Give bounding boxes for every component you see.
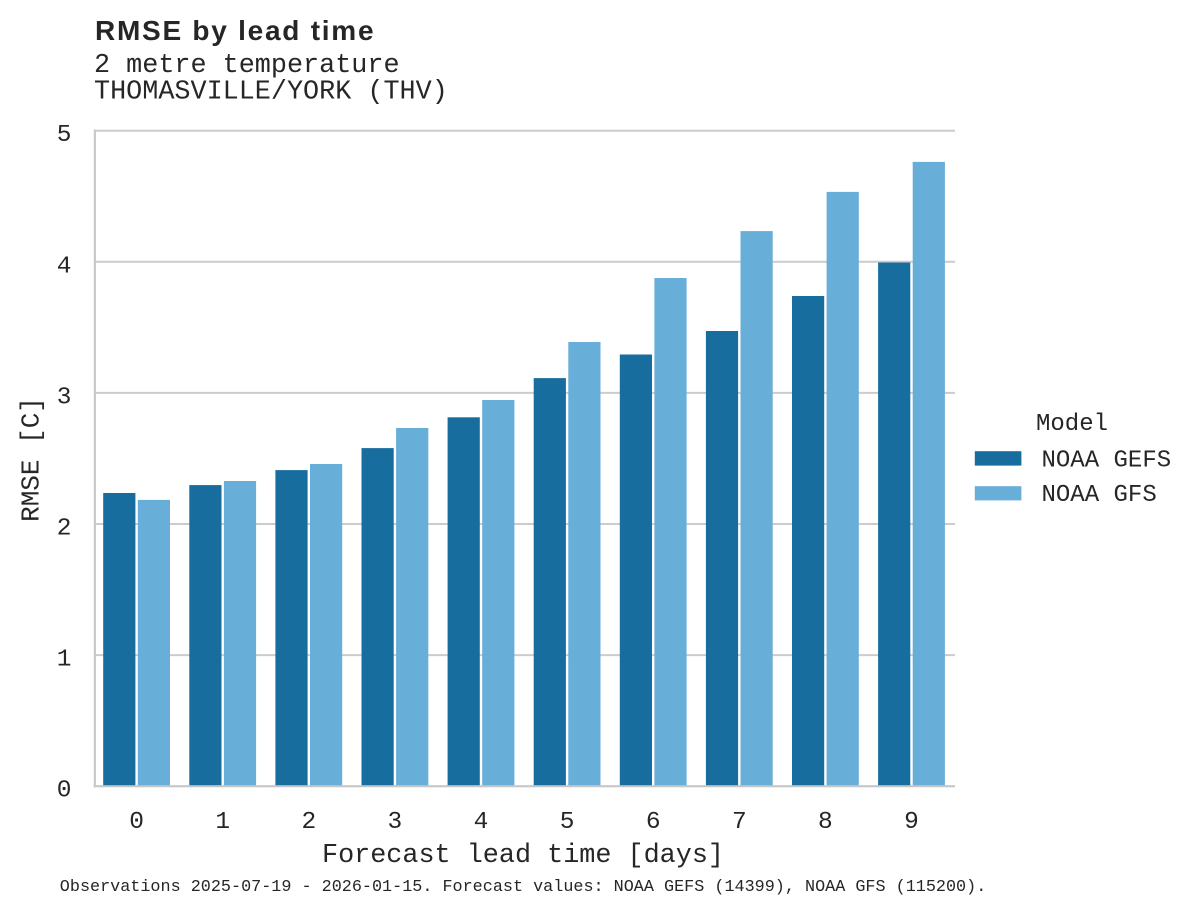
svg-text:Forecast lead time [days]: Forecast lead time [days] — [322, 841, 724, 871]
svg-text:9: 9 — [904, 809, 919, 836]
svg-text:Observations 2025-07-19 - 2026: Observations 2025-07-19 - 2026-01-15. Fo… — [60, 878, 986, 897]
svg-text:2 metre temperature: 2 metre temperature — [94, 51, 400, 81]
svg-text:RMSE by lead time: RMSE by lead time — [95, 15, 375, 46]
svg-text:3: 3 — [57, 384, 72, 411]
svg-text:2: 2 — [301, 809, 316, 836]
svg-text:8: 8 — [818, 809, 833, 836]
svg-text:NOAA GFS: NOAA GFS — [1042, 482, 1157, 509]
svg-text:2: 2 — [57, 516, 72, 543]
svg-text:5: 5 — [57, 122, 72, 149]
svg-text:4: 4 — [474, 809, 489, 836]
svg-text:1: 1 — [57, 647, 72, 674]
svg-text:NOAA GEFS: NOAA GEFS — [1042, 448, 1172, 475]
svg-text:3: 3 — [388, 809, 403, 836]
svg-text:5: 5 — [560, 809, 575, 836]
svg-text:7: 7 — [732, 809, 747, 836]
svg-text:1: 1 — [215, 809, 230, 836]
svg-text:6: 6 — [646, 809, 661, 836]
svg-text:THOMASVILLE/YORK (THV): THOMASVILLE/YORK (THV) — [94, 78, 448, 108]
svg-text:4: 4 — [57, 253, 72, 280]
svg-text:Model: Model — [1036, 411, 1108, 438]
svg-text:0: 0 — [57, 778, 72, 805]
svg-text:RMSE [C]: RMSE [C] — [17, 397, 47, 522]
svg-text:0: 0 — [129, 809, 144, 836]
